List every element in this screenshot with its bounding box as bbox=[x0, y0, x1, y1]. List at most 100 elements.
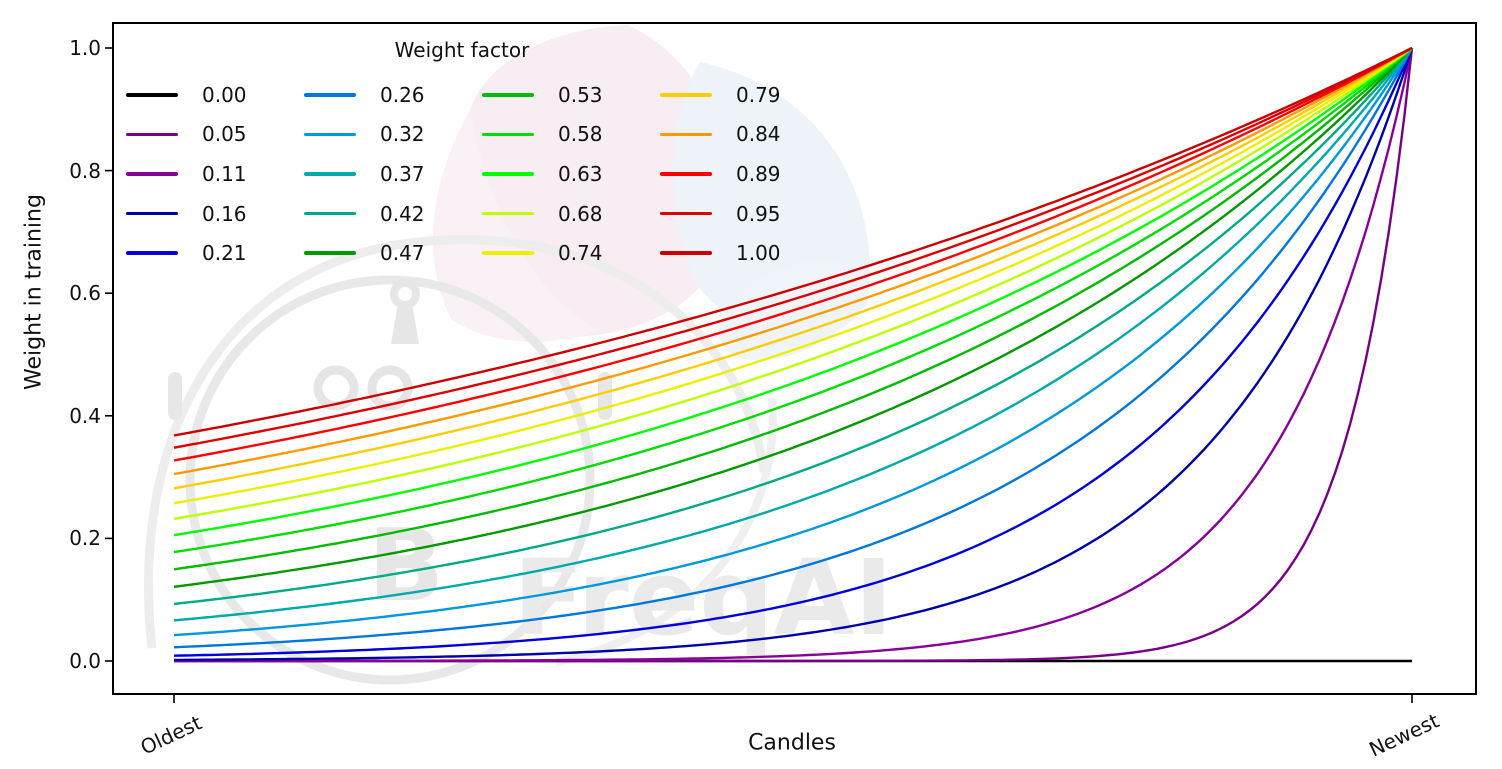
legend-swatch bbox=[304, 93, 356, 97]
series-line-0.89 bbox=[173, 46, 1413, 462]
legend-item-label: 0.32 bbox=[380, 122, 425, 147]
legend-item: 0.95 bbox=[660, 194, 838, 234]
legend-item-label: 0.00 bbox=[202, 82, 247, 107]
legend-swatch bbox=[304, 132, 356, 137]
watermark-antenna-stem-icon bbox=[391, 304, 419, 344]
legend-column: 0.53 0.58 0.63 0.68 0.74 bbox=[482, 75, 660, 273]
legend-item-label: 0.79 bbox=[736, 82, 781, 107]
legend-item: 0.58 bbox=[482, 115, 660, 155]
legend-swatch bbox=[482, 172, 534, 176]
series-line-0.58 bbox=[173, 47, 1413, 554]
series-line-0.84 bbox=[173, 46, 1413, 476]
legend-swatch bbox=[660, 132, 712, 137]
legend-item: 0.63 bbox=[482, 154, 660, 194]
legend-item-label: 0.42 bbox=[380, 201, 425, 226]
legend-item: 0.26 bbox=[304, 75, 482, 115]
legend-swatch bbox=[126, 251, 178, 255]
legend-swatch bbox=[660, 251, 712, 255]
legend-item: 0.84 bbox=[660, 115, 838, 155]
legend-swatch bbox=[304, 172, 356, 176]
legend: Weight factor 0.00 0.05 0.11 0.16 0.21 0.26 0.… bbox=[126, 38, 838, 273]
legend-swatch bbox=[482, 132, 534, 137]
legend-item: 0.21 bbox=[126, 233, 304, 273]
legend-swatch bbox=[126, 132, 178, 137]
legend-swatch bbox=[126, 172, 178, 176]
legend-column: 0.26 0.32 0.37 0.42 0.47 bbox=[304, 75, 482, 273]
legend-swatch bbox=[482, 211, 534, 216]
plot-lines bbox=[173, 46, 1414, 663]
legend-item-label: 0.16 bbox=[202, 201, 247, 226]
watermark-leaf-pink-2 bbox=[432, 110, 600, 342]
series-line-0.63 bbox=[173, 47, 1413, 537]
legend-item-label: 0.74 bbox=[558, 241, 603, 266]
watermark-bot-ear-left-icon bbox=[168, 372, 182, 420]
legend-swatch bbox=[660, 93, 712, 97]
legend-swatch bbox=[660, 172, 712, 176]
x-axis-label: Candles bbox=[748, 730, 836, 756]
series-line-0.16 bbox=[174, 47, 1414, 662]
legend-swatch bbox=[126, 211, 178, 216]
watermark-bot-eye-left-icon bbox=[313, 365, 359, 411]
legend-item-label: 0.95 bbox=[736, 201, 781, 226]
legend-item: 0.00 bbox=[126, 75, 304, 115]
legend-item: 0.05 bbox=[126, 115, 304, 155]
legend-item: 0.42 bbox=[304, 194, 482, 234]
series-line-0.32 bbox=[173, 47, 1414, 637]
legend-swatch bbox=[304, 211, 356, 216]
y-tick-label: 0.2 bbox=[69, 526, 101, 551]
legend-item-label: 0.26 bbox=[380, 82, 425, 107]
legend-swatch bbox=[482, 251, 534, 255]
legend-item-label: 0.84 bbox=[736, 122, 781, 147]
y-tick-labels: 0.0 0.2 0.4 0.6 0.8 1.0 bbox=[0, 0, 101, 769]
legend-swatch bbox=[660, 211, 712, 216]
legend-swatch bbox=[304, 251, 356, 255]
series-line-0.47 bbox=[173, 47, 1413, 588]
watermark-bot-head-icon bbox=[185, 275, 595, 685]
legend-column: 0.00 0.05 0.11 0.16 0.21 bbox=[126, 75, 304, 273]
watermark-swirl-icon bbox=[144, 235, 769, 649]
legend-title: Weight factor bbox=[394, 38, 530, 62]
series-line-0.42 bbox=[173, 47, 1413, 606]
legend-item: 1.00 bbox=[660, 233, 838, 273]
series-line-0.53 bbox=[173, 47, 1413, 571]
legend-item-label: 0.89 bbox=[736, 161, 781, 186]
legend-item: 0.32 bbox=[304, 115, 482, 155]
legend-item: 0.11 bbox=[126, 154, 304, 194]
series-line-0.26 bbox=[173, 47, 1414, 649]
legend-item-label: 0.37 bbox=[380, 161, 425, 186]
legend-item-label: 0.63 bbox=[558, 161, 603, 186]
legend-item: 0.74 bbox=[482, 233, 660, 273]
legend-grid: 0.00 0.05 0.11 0.16 0.21 0.26 0.32 0.37 0.42 0.47… bbox=[126, 75, 838, 273]
series-line-0.37 bbox=[173, 47, 1413, 622]
legend-swatch bbox=[126, 93, 178, 97]
y-tick-label: 0.6 bbox=[69, 281, 101, 306]
watermark-antenna-ball-icon bbox=[390, 279, 420, 309]
series-line-0.79 bbox=[173, 46, 1413, 490]
legend-item-label: 1.00 bbox=[736, 241, 781, 266]
legend-item-label: 0.11 bbox=[202, 161, 247, 186]
watermark-swirl-icon-2 bbox=[555, 397, 777, 666]
legend-item: 0.16 bbox=[126, 194, 304, 234]
y-tick-label: 1.0 bbox=[69, 36, 101, 60]
legend-item: 0.68 bbox=[482, 194, 660, 234]
legend-item: 0.37 bbox=[304, 154, 482, 194]
series-line-0.11 bbox=[174, 47, 1414, 663]
tick-marks bbox=[105, 47, 1413, 703]
series-line-0.68 bbox=[173, 47, 1413, 521]
y-tick-label: 0.4 bbox=[69, 403, 101, 428]
legend-item: 0.89 bbox=[660, 154, 838, 194]
axes bbox=[105, 22, 1477, 703]
axes-spines bbox=[112, 22, 1477, 695]
series-line-0.21 bbox=[173, 47, 1414, 657]
legend-item-label: 0.47 bbox=[380, 241, 425, 266]
legend-item-label: 0.58 bbox=[558, 122, 603, 147]
watermark-bitcoin-icon: B bbox=[368, 507, 444, 624]
legend-column: 0.79 0.84 0.89 0.95 1.00 bbox=[660, 75, 838, 273]
legend-item: 0.53 bbox=[482, 75, 660, 115]
legend-item-label: 0.05 bbox=[202, 122, 247, 147]
watermark-leaf-pink bbox=[458, 25, 729, 337]
legend-item-label: 0.21 bbox=[202, 241, 247, 266]
legend-item: 0.47 bbox=[304, 233, 482, 273]
